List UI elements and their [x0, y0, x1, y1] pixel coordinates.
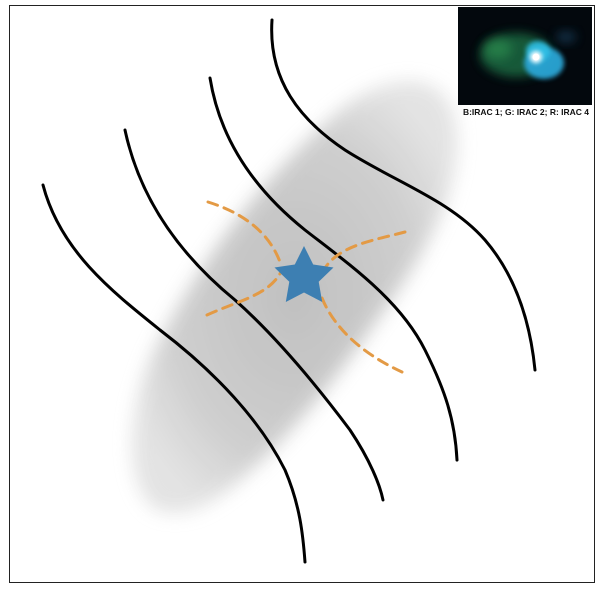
- figure-frame: [9, 5, 595, 583]
- irac-inset-image: [458, 7, 592, 105]
- inset-point-source-core: [532, 53, 540, 61]
- field-lines: [41, 18, 537, 564]
- star-icon: [274, 246, 334, 302]
- outflow-curve-lower-left: [205, 268, 284, 317]
- outflow-curve-upper-left: [206, 200, 282, 264]
- outflow-curve-upper-right: [323, 230, 407, 270]
- outflow-curves: [205, 200, 407, 374]
- inset-faint-emission: [556, 31, 576, 43]
- field-line-2: [123, 128, 385, 502]
- inset-green-emission-2: [484, 39, 512, 59]
- irac-inset-svg: [458, 7, 592, 105]
- field-line-1: [41, 183, 307, 564]
- field-line-4: [270, 18, 537, 372]
- outflow-curve-lower-right: [320, 296, 404, 374]
- inset-caption: B:IRAC 1; G: IRAC 2; R: IRAC 4: [462, 107, 590, 117]
- field-line-3: [208, 76, 459, 462]
